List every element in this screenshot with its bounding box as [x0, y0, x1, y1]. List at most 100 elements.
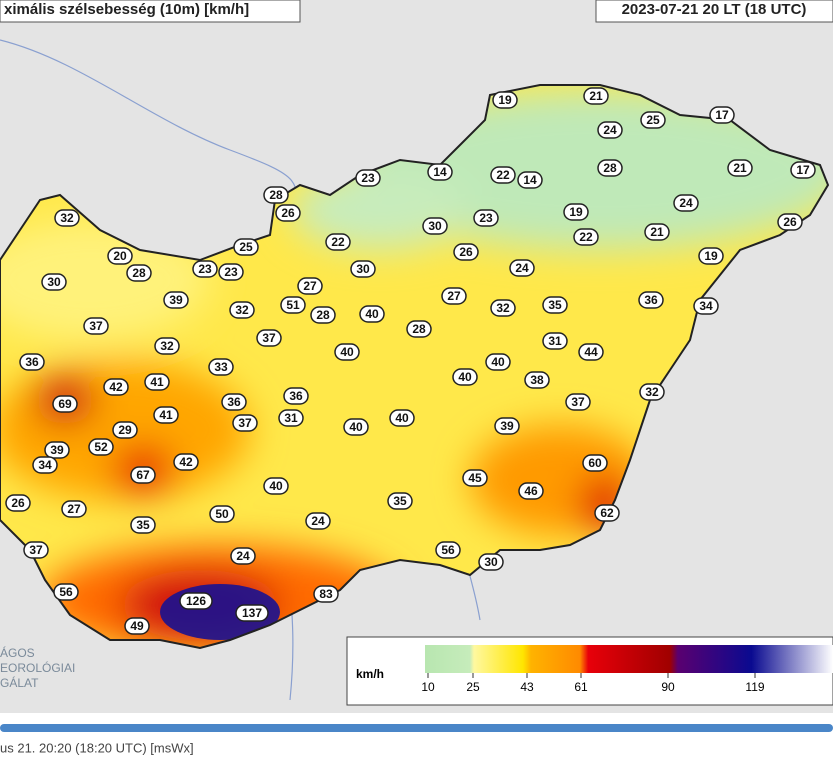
station-badge	[209, 505, 235, 523]
station-value: 38	[530, 373, 544, 387]
station-value: 42	[179, 455, 193, 469]
station-value: 45	[468, 471, 482, 485]
station-badge	[310, 306, 336, 324]
station-badge	[542, 296, 568, 314]
station-badge	[334, 343, 360, 361]
title-box	[0, 0, 301, 23]
station-value: 32	[160, 339, 174, 353]
station-badge	[61, 500, 87, 518]
station-badge	[179, 592, 213, 610]
station-value: 22	[579, 230, 593, 244]
station-value: 31	[548, 334, 562, 348]
station-value: 28	[269, 188, 283, 202]
station-badge	[517, 171, 543, 189]
station-badge	[509, 259, 535, 277]
station-value: 56	[59, 585, 73, 599]
station-badge	[343, 418, 369, 436]
station-value: 36	[289, 389, 303, 403]
station-value: 33	[214, 360, 228, 374]
station-badge	[233, 238, 259, 256]
station-badge	[53, 583, 79, 601]
station-badge	[221, 393, 247, 411]
station-badge	[54, 209, 80, 227]
station-value: 27	[67, 502, 81, 516]
station-value: 40	[269, 479, 283, 493]
station-value: 40	[395, 411, 409, 425]
station-badge	[173, 453, 199, 471]
station-badge	[673, 194, 699, 212]
station-value: 24	[603, 123, 617, 137]
station-badge	[297, 277, 323, 295]
station-badge	[709, 106, 735, 124]
station-value: 28	[603, 161, 617, 175]
station-badge	[32, 456, 58, 474]
station-badge	[490, 299, 516, 317]
station-value: 37	[238, 416, 252, 430]
station-value: 32	[496, 301, 510, 315]
station-value: 29	[118, 423, 132, 437]
time-box	[595, 0, 833, 23]
station-value: 126	[186, 594, 206, 608]
station-badge	[478, 553, 504, 571]
station-value: 17	[796, 163, 810, 177]
station-value: 37	[89, 319, 103, 333]
station-value: 32	[235, 303, 249, 317]
station-badge	[230, 547, 256, 565]
station-badge	[582, 454, 608, 472]
station-value: 21	[589, 89, 603, 103]
footer: us 21. 20:20 (18:20 UTC) [msWx]	[0, 740, 194, 755]
station-value: 25	[239, 240, 253, 254]
station-value: 20	[113, 249, 127, 263]
station-value: 67	[136, 468, 150, 482]
station-value: 37	[571, 395, 585, 409]
station-badge	[565, 393, 591, 411]
station-value: 28	[132, 266, 146, 280]
station-value: 24	[515, 261, 529, 275]
station-badge	[640, 111, 666, 129]
station-badge	[88, 438, 114, 456]
station-badge	[406, 320, 432, 338]
station-value: 83	[319, 587, 333, 601]
station-value: 23	[224, 265, 238, 279]
station-value: 30	[428, 219, 442, 233]
station-value: 19	[498, 93, 512, 107]
station-badge	[154, 337, 180, 355]
station-value: 36	[227, 395, 241, 409]
station-value: 26	[783, 215, 797, 229]
station-badge	[144, 373, 170, 391]
station-badge	[263, 477, 289, 495]
station-value: 37	[262, 331, 276, 345]
station-badge	[639, 383, 665, 401]
station-badge	[103, 378, 129, 396]
legend-tick-label: 10	[421, 680, 435, 694]
station-value: 35	[548, 298, 562, 312]
station-value: 23	[198, 262, 212, 276]
station-value: 30	[47, 275, 61, 289]
time-slider[interactable]	[0, 724, 833, 732]
station-badge	[313, 585, 339, 603]
station-badge	[490, 166, 516, 184]
station-badge	[494, 417, 520, 435]
station-badge	[473, 209, 499, 227]
station-badge	[389, 409, 415, 427]
station-value: 24	[311, 514, 325, 528]
station-value: 42	[109, 380, 123, 394]
station-value: 37	[29, 543, 43, 557]
station-value: 32	[645, 385, 659, 399]
station-badge	[427, 163, 453, 181]
station-badge	[492, 91, 518, 109]
station-badge	[350, 260, 376, 278]
legend-tick-label: 61	[574, 680, 588, 694]
station-badge	[485, 353, 511, 371]
station-badge	[126, 264, 152, 282]
station-value: 60	[588, 456, 602, 470]
station-badge	[325, 233, 351, 251]
time: 2023-07-21 20 LT (18 UTC)	[622, 1, 807, 18]
station-badge	[107, 247, 133, 265]
station-badge	[275, 204, 301, 222]
station-value: 36	[25, 355, 39, 369]
station-value: 26	[281, 206, 295, 220]
station-value: 31	[284, 411, 298, 425]
logo-line: GÁLAT	[0, 675, 39, 690]
